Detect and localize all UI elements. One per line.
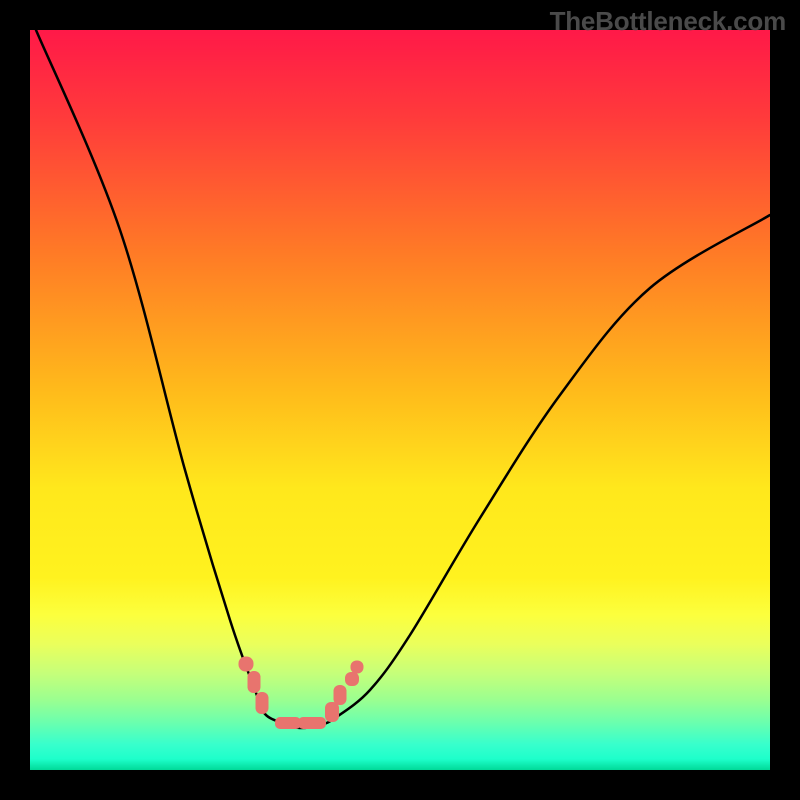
- chart-svg: [30, 30, 770, 770]
- curve-marker: [325, 702, 339, 722]
- curve-marker: [256, 692, 269, 714]
- curve-marker: [248, 671, 261, 693]
- chart-container: [30, 30, 770, 770]
- curve-marker: [334, 685, 347, 705]
- curve-marker: [298, 717, 326, 729]
- curve-marker: [351, 661, 364, 674]
- curve-marker: [275, 717, 301, 729]
- plot-background: [30, 30, 770, 770]
- curve-marker: [345, 672, 359, 686]
- watermark-text: TheBottleneck.com: [550, 6, 786, 37]
- curve-marker: [239, 657, 254, 672]
